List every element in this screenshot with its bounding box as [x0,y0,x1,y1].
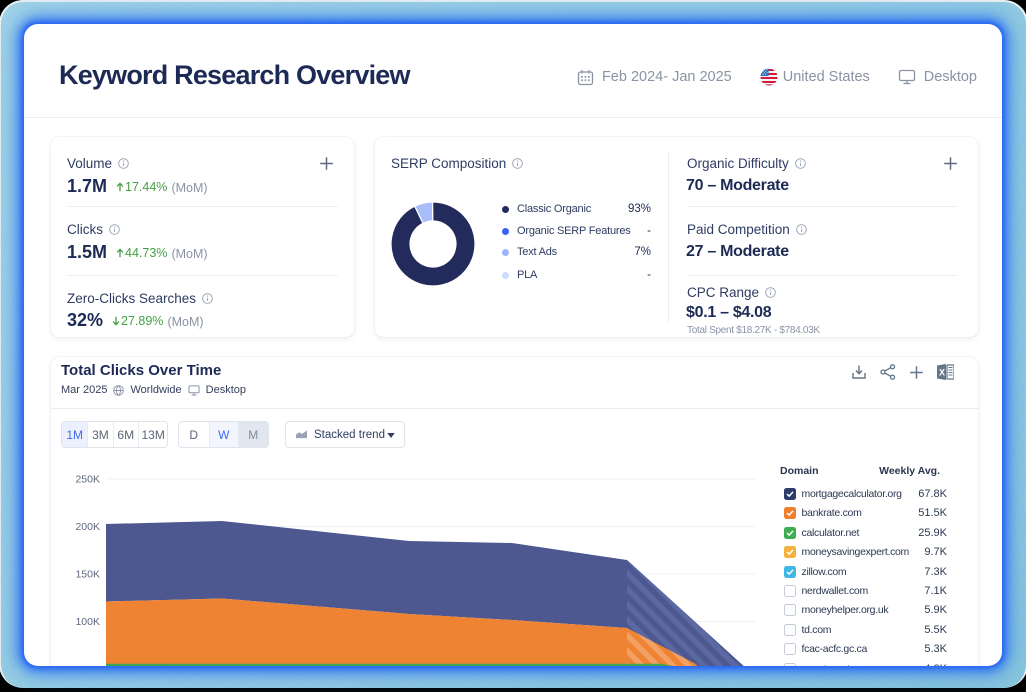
svg-text:150K: 150K [75,569,100,581]
svg-text:250K: 250K [75,474,100,486]
svg-text:200K: 200K [75,521,100,533]
svg-text:X: X [939,368,945,378]
svg-text:100K: 100K [75,616,100,628]
